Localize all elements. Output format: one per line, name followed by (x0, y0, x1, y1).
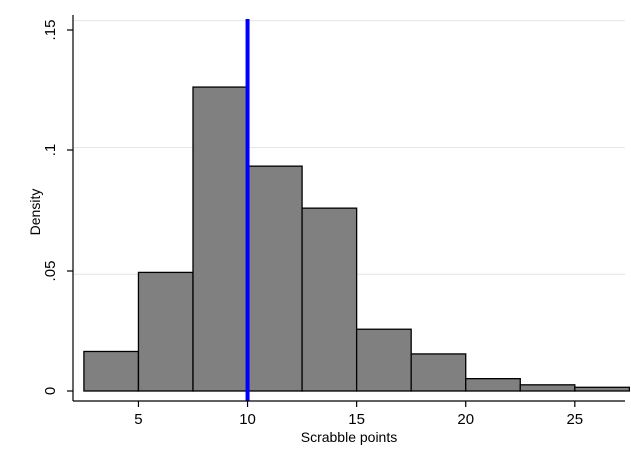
x-tick-label: 15 (348, 411, 365, 428)
histogram-bar (574, 386, 631, 392)
histogram-bar (137, 271, 194, 392)
axes (72, 15, 625, 402)
x-tick-label: 5 (134, 411, 142, 428)
x-tick-label: 25 (566, 411, 583, 428)
y-axis-ticks: 0 .05 .1 .15 (42, 20, 73, 395)
x-tick-label: 10 (239, 411, 256, 428)
y-axis-title: Density (27, 189, 43, 236)
histogram-bar (355, 328, 412, 392)
histogram-bars (83, 86, 631, 392)
y-tick-label: .1 (42, 144, 59, 157)
histogram-bar (83, 350, 140, 392)
y-tick-label: .05 (42, 261, 59, 282)
x-tick-label: 20 (457, 411, 474, 428)
x-axis-title: Scrabble points (301, 429, 398, 445)
x-axis-ticks: 5 10 15 20 25 (134, 401, 583, 428)
histogram-bar (410, 353, 467, 392)
y-tick-label: .15 (42, 20, 59, 41)
histogram-bar (465, 377, 521, 392)
histogram-bar (192, 86, 249, 392)
y-tick-label: 0 (42, 387, 59, 395)
histogram-bar (519, 384, 576, 392)
histogram-bar (246, 165, 303, 392)
histogram-bar (301, 207, 358, 392)
